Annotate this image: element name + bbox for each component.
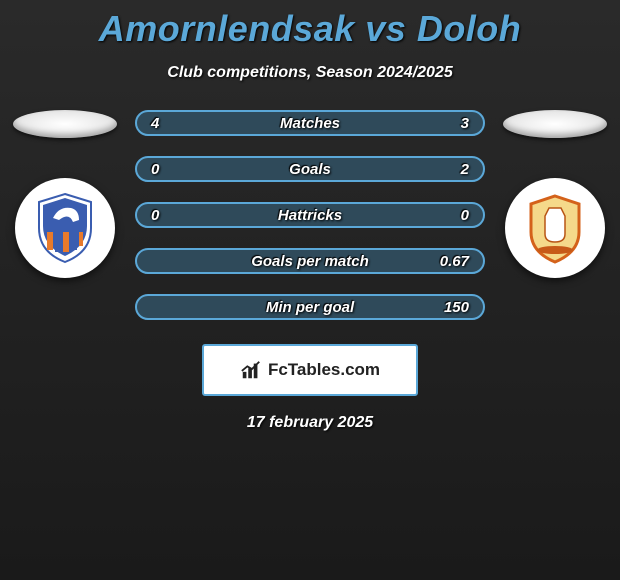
source-badge-text: FcTables.com — [268, 360, 380, 380]
stat-row: 0 Goals 2 — [135, 156, 485, 182]
stat-right-value: 0 — [461, 207, 469, 224]
stat-right-value: 3 — [461, 115, 469, 132]
stat-label: Goals per match — [251, 253, 369, 270]
stat-right-value: 0.67 — [440, 253, 469, 270]
stat-row: 4 Matches 3 — [135, 110, 485, 136]
player-right-marker — [503, 110, 607, 138]
stat-left-value: 0 — [151, 161, 159, 178]
player-right-column — [495, 110, 615, 278]
stat-label: Matches — [280, 115, 340, 132]
stat-label: Goals — [289, 161, 331, 178]
chart-icon — [240, 359, 262, 381]
stat-row: 0 Hattricks 0 — [135, 202, 485, 228]
source-badge[interactable]: FcTables.com — [202, 344, 418, 396]
stat-row: Min per goal 150 — [135, 294, 485, 320]
player-left-column — [5, 110, 125, 278]
stat-row: Goals per match 0.67 — [135, 248, 485, 274]
crest-right-icon — [515, 188, 595, 268]
stat-left-value: 0 — [151, 207, 159, 224]
stat-label: Min per goal — [266, 299, 354, 316]
comparison-panel: 4 Matches 3 0 Goals 2 0 Hattricks 0 Goal… — [0, 110, 620, 320]
stats-list: 4 Matches 3 0 Goals 2 0 Hattricks 0 Goal… — [135, 110, 485, 320]
player-left-marker — [13, 110, 117, 138]
stat-label: Hattricks — [278, 207, 342, 224]
stat-left-value: 4 — [151, 115, 159, 132]
crest-left-icon — [25, 188, 105, 268]
club-crest-left — [15, 178, 115, 278]
stat-right-value: 150 — [444, 299, 469, 316]
stat-right-value: 2 — [461, 161, 469, 178]
subtitle: Club competitions, Season 2024/2025 — [0, 64, 620, 82]
page-title: Amornlendsak vs Doloh — [0, 0, 620, 50]
footer-date: 17 february 2025 — [0, 414, 620, 432]
club-crest-right — [505, 178, 605, 278]
